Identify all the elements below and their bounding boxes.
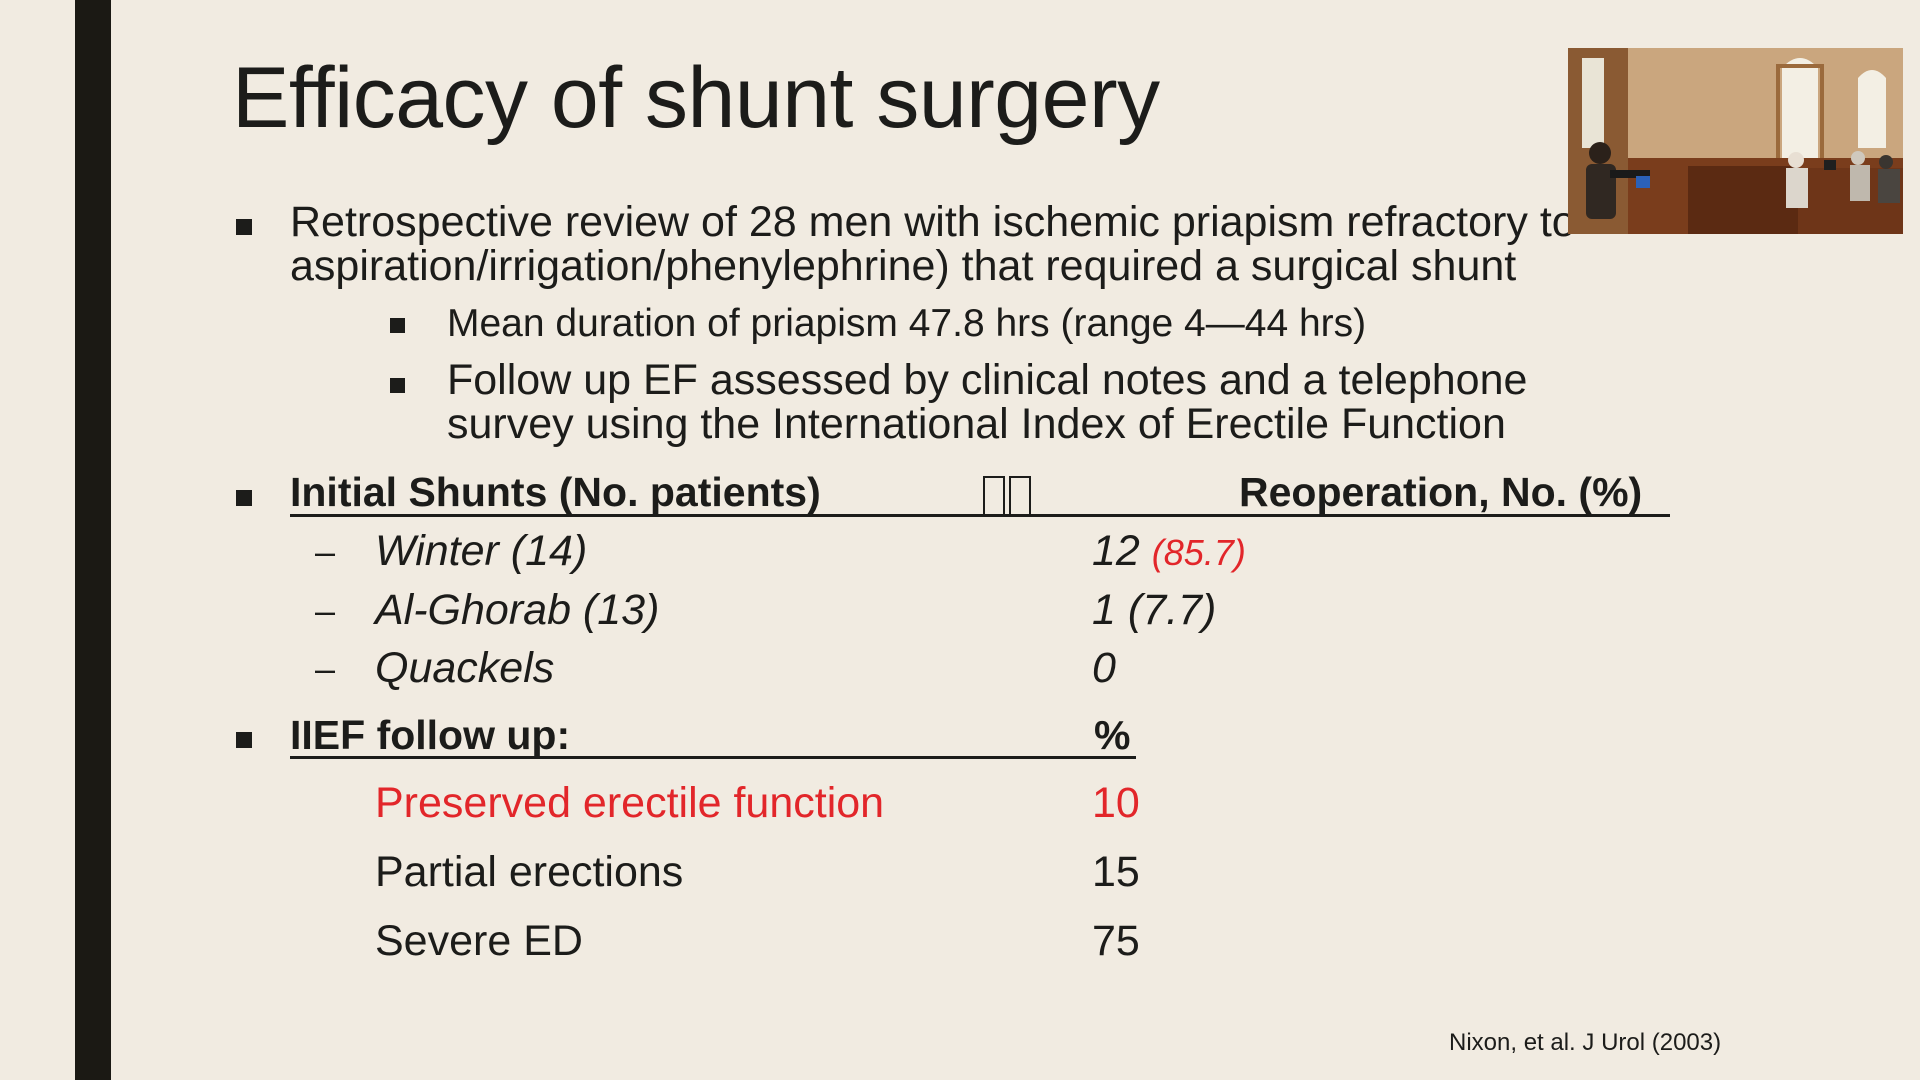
shunt-row-count: 12 (85.7) — [1092, 527, 1246, 577]
iief-row-label: Severe ED — [375, 917, 583, 965]
shunt-row-percent: (85.7) — [1151, 532, 1246, 573]
follow-up-text-line-1: Follow up EF assessed by clinical notes … — [447, 356, 1528, 404]
shunt-row-count: 0 — [1092, 644, 1116, 692]
dash-marker: – — [315, 648, 336, 689]
iief-row-label: Partial erections — [375, 848, 684, 896]
iief-row-value: 15 — [1092, 848, 1140, 896]
iief-header-left: IIEF follow up: — [290, 712, 571, 758]
bullet-marker — [236, 732, 252, 748]
shunt-row-count-value: 12 — [1092, 527, 1140, 575]
webcam-video-feed — [1568, 48, 1903, 234]
iief-row-value: 10 — [1092, 779, 1140, 827]
missing-glyph-icon — [983, 470, 1035, 518]
shunts-header-rule — [290, 514, 1670, 517]
shunt-row-label: Al-Ghorab (13) — [375, 586, 660, 634]
iief-row-label: Preserved erectile function — [375, 779, 885, 827]
shunt-row-label: Quackels — [375, 644, 555, 692]
shunt-row-count-value: 1 — [1092, 586, 1116, 634]
shunt-row-count-value: 0 — [1092, 644, 1116, 692]
dash-marker: – — [315, 590, 336, 631]
sub-bullet-marker — [390, 318, 405, 333]
sub-bullet-marker — [390, 378, 405, 393]
slide-side-bar — [75, 0, 111, 1080]
bullet-marker — [236, 219, 252, 235]
webcam-scene-icon — [1568, 48, 1903, 234]
follow-up-text-line-2: survey using the International Index of … — [447, 400, 1506, 448]
iief-row-value: 75 — [1092, 917, 1140, 965]
shunts-header-right: Reoperation, No. (%) — [1239, 469, 1643, 515]
shunts-header-left: Initial Shunts (No. patients) — [290, 469, 821, 515]
slide-title: Efficacy of shunt surgery — [232, 50, 1160, 146]
shunt-row-percent: (7.7) — [1127, 586, 1217, 634]
iief-header-rule — [290, 756, 1136, 759]
shunt-row-count: 1 (7.7) — [1092, 586, 1216, 634]
dash-marker: – — [315, 531, 336, 572]
iief-header-right: % — [1094, 712, 1131, 758]
bullet-marker — [236, 490, 252, 506]
citation: Nixon, et al. J Urol (2003) — [1449, 1029, 1722, 1056]
review-text-line-1: Retrospective review of 28 men with isch… — [290, 198, 1576, 246]
shunt-row-label: Winter (14) — [375, 527, 588, 575]
mean-duration-text: Mean duration of priapism 47.8 hrs (rang… — [447, 302, 1367, 345]
review-text-line-2: aspiration/irrigation/phenylephrine) tha… — [290, 242, 1517, 290]
